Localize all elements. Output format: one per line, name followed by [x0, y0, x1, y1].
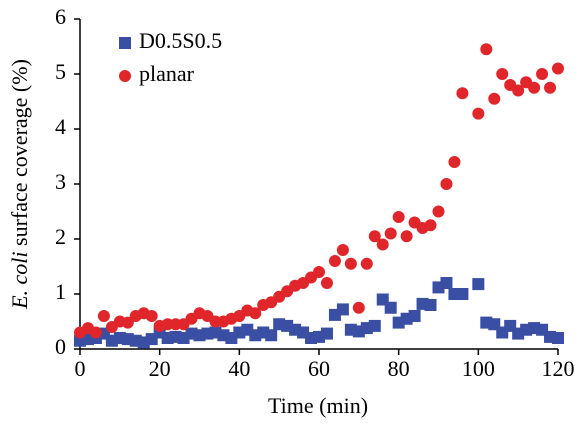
legend-marker	[119, 37, 131, 49]
point	[440, 277, 453, 289]
point	[121, 316, 134, 329]
point	[384, 301, 397, 314]
y-tick-label: 3	[55, 169, 66, 194]
point	[512, 84, 525, 97]
y-axis-label-italic: E. coli	[7, 251, 32, 309]
legend-marker	[119, 70, 131, 82]
point	[536, 68, 549, 80]
y-tick-label: 4	[55, 114, 66, 139]
y-axis-label: E. coli surface coverage (%)	[7, 59, 32, 310]
point	[408, 310, 421, 322]
y-tick-label: 1	[55, 279, 66, 304]
point	[320, 277, 333, 289]
point	[336, 244, 349, 256]
legend-label: planar	[139, 61, 195, 86]
point	[400, 230, 413, 243]
point	[392, 211, 405, 223]
y-tick-label: 0	[55, 334, 66, 359]
point	[472, 107, 485, 120]
point	[320, 327, 333, 340]
y-tick-label: 6	[55, 4, 66, 29]
point	[352, 301, 365, 314]
point	[368, 230, 381, 243]
point	[552, 332, 564, 344]
point	[448, 156, 461, 168]
point	[432, 205, 445, 218]
point	[472, 278, 485, 291]
point	[313, 266, 325, 278]
point	[89, 326, 102, 339]
x-tick-label: 0	[75, 356, 86, 381]
x-tick-label: 40	[228, 356, 250, 381]
point	[344, 257, 357, 270]
y-tick-label: 5	[55, 59, 66, 84]
point	[336, 303, 349, 316]
point	[424, 219, 437, 232]
legend-label: D0.5S0.5	[139, 28, 222, 53]
point	[528, 81, 541, 94]
point	[440, 178, 453, 190]
point	[368, 319, 381, 332]
point	[384, 227, 397, 240]
point	[249, 307, 262, 320]
x-tick-label: 100	[462, 356, 495, 381]
point	[488, 92, 501, 105]
y-axis-label-text: surface coverage (%)	[7, 59, 32, 246]
point	[360, 257, 373, 270]
point	[496, 68, 509, 80]
point	[544, 81, 557, 94]
point	[456, 288, 469, 300]
point	[552, 62, 564, 75]
point	[424, 299, 437, 311]
point	[265, 329, 278, 342]
point	[328, 255, 341, 267]
x-axis-label: Time (min)	[268, 393, 368, 418]
point	[145, 310, 158, 322]
x-tick-label: 120	[542, 356, 575, 381]
x-tick-label: 80	[388, 356, 410, 381]
point	[480, 43, 493, 56]
y-tick-label: 2	[55, 224, 66, 249]
point	[376, 238, 389, 251]
x-tick-label: 60	[308, 356, 330, 381]
point	[456, 87, 469, 100]
x-tick-label: 20	[149, 356, 171, 381]
point	[97, 310, 110, 322]
